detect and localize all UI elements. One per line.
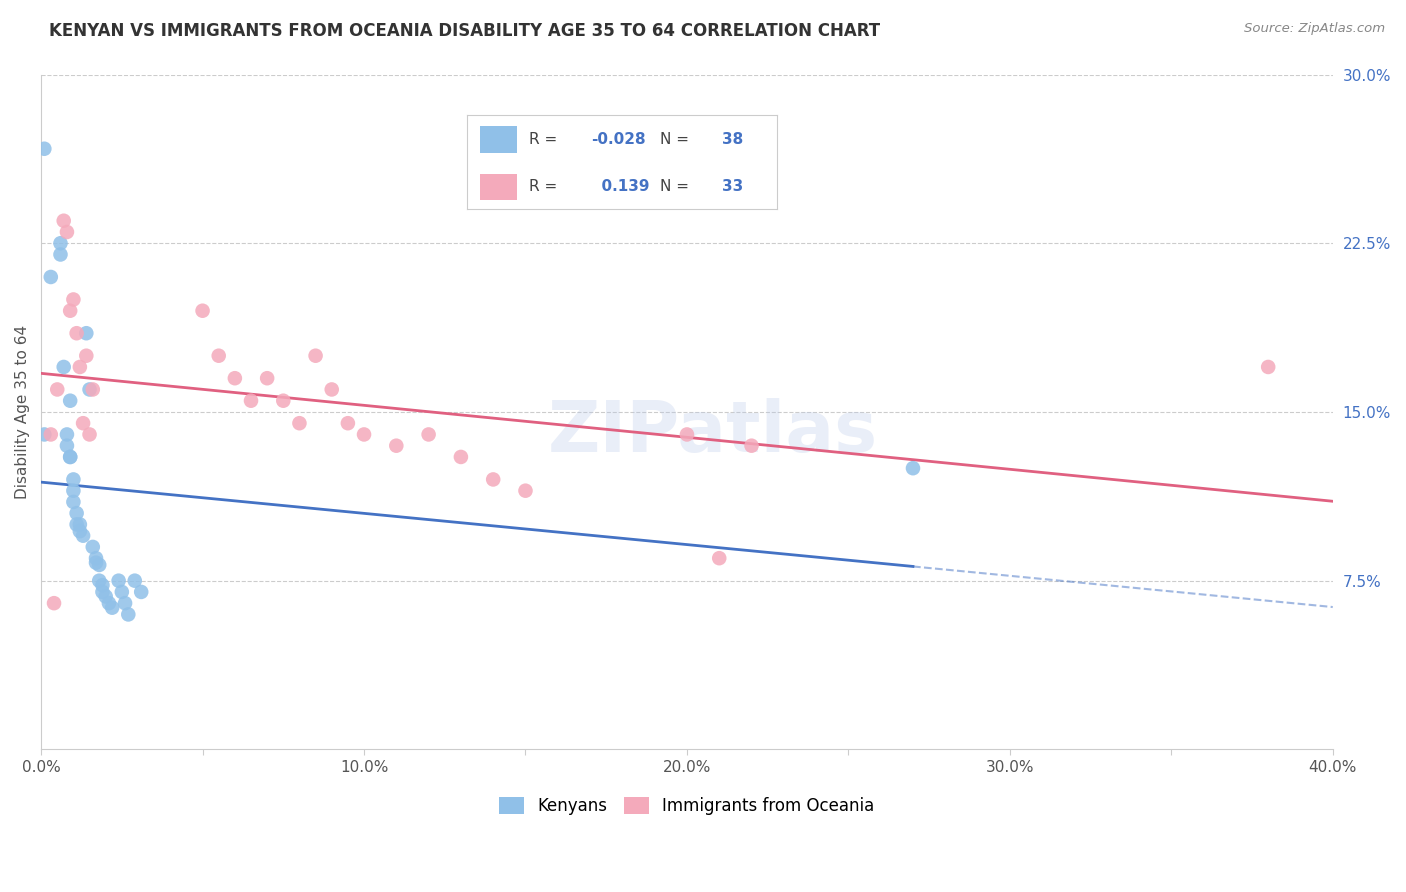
Point <box>101 600 124 615</box>
Point <box>271 393 294 408</box>
Point <box>59 450 82 464</box>
Point <box>56 225 79 239</box>
Point <box>72 529 94 543</box>
Point <box>56 439 79 453</box>
Point <box>62 495 84 509</box>
Point <box>62 472 84 486</box>
Text: ZIPatlas: ZIPatlas <box>548 398 877 467</box>
Point <box>107 574 129 588</box>
Point <box>482 472 505 486</box>
Point <box>72 416 94 430</box>
Point <box>52 213 75 227</box>
Point <box>117 607 139 622</box>
Point <box>62 293 84 307</box>
Point <box>66 517 89 532</box>
Point <box>69 517 91 532</box>
Point <box>111 585 134 599</box>
Point <box>46 383 69 397</box>
Point <box>418 427 440 442</box>
Point <box>450 450 472 464</box>
Point <box>353 427 375 442</box>
Point <box>304 349 326 363</box>
Point <box>336 416 359 430</box>
Point <box>79 383 101 397</box>
Point <box>94 590 117 604</box>
Point <box>114 596 136 610</box>
Point <box>59 303 82 318</box>
Point <box>224 371 246 385</box>
Point <box>676 427 699 442</box>
Point <box>91 578 114 592</box>
Point <box>42 596 65 610</box>
Point <box>385 439 408 453</box>
Point <box>79 427 101 442</box>
Point <box>97 596 120 610</box>
Point <box>288 416 311 430</box>
Point <box>66 326 89 341</box>
Point <box>34 427 56 442</box>
Point <box>901 461 924 475</box>
Point <box>39 270 62 285</box>
Point <box>515 483 537 498</box>
Point <box>75 349 97 363</box>
Point <box>741 439 763 453</box>
Point <box>49 236 72 251</box>
Point <box>321 383 343 397</box>
Point <box>208 349 231 363</box>
Point <box>84 556 107 570</box>
Point <box>191 303 214 318</box>
Point <box>709 551 731 566</box>
Legend: Kenyans, Immigrants from Oceania: Kenyans, Immigrants from Oceania <box>492 790 882 822</box>
Point <box>62 483 84 498</box>
Point <box>39 427 62 442</box>
Point <box>82 540 104 554</box>
Text: KENYAN VS IMMIGRANTS FROM OCEANIA DISABILITY AGE 35 TO 64 CORRELATION CHART: KENYAN VS IMMIGRANTS FROM OCEANIA DISABI… <box>49 22 880 40</box>
Point <box>256 371 278 385</box>
Point <box>69 524 91 538</box>
Point <box>75 326 97 341</box>
Point <box>34 142 56 156</box>
Point <box>82 383 104 397</box>
Point <box>89 574 111 588</box>
Point <box>129 585 152 599</box>
Point <box>59 450 82 464</box>
Point <box>56 427 79 442</box>
Point <box>59 393 82 408</box>
Point <box>89 558 111 572</box>
Point <box>124 574 146 588</box>
Point <box>91 585 114 599</box>
Point <box>66 506 89 520</box>
Text: Source: ZipAtlas.com: Source: ZipAtlas.com <box>1244 22 1385 36</box>
Point <box>240 393 263 408</box>
Point <box>49 247 72 261</box>
Y-axis label: Disability Age 35 to 64: Disability Age 35 to 64 <box>15 325 30 499</box>
Point <box>1257 359 1279 374</box>
Point <box>69 359 91 374</box>
Point <box>84 551 107 566</box>
Point <box>52 359 75 374</box>
